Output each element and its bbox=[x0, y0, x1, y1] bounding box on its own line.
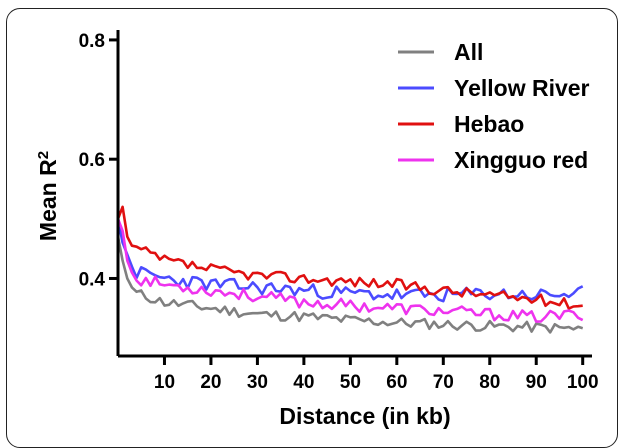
y-axis-title-main: Mean R bbox=[35, 159, 61, 241]
legend-label: Xingguo red bbox=[454, 147, 588, 173]
y-axis-title-superscript: 2 bbox=[35, 151, 52, 159]
x-tick-label: 50 bbox=[340, 372, 361, 393]
legend-label: Hebao bbox=[454, 111, 524, 137]
x-tick-label: 30 bbox=[247, 372, 268, 393]
x-tick-label: 60 bbox=[386, 372, 407, 393]
series-line-hebao bbox=[116, 205, 583, 310]
legend: All Yellow River Hebao Xingguo red bbox=[398, 39, 590, 173]
y-tick-label: 0.8 bbox=[79, 31, 105, 52]
legend-label: Yellow River bbox=[454, 75, 590, 101]
x-axis-title: Distance (in kb) bbox=[279, 403, 450, 429]
ld-decay-chart: 0.4 0.6 0.8 10 20 30 40 50 60 70 80 90 100 Distance … bbox=[35, 30, 599, 429]
x-tick-label: 40 bbox=[293, 372, 314, 393]
x-tick-label: 10 bbox=[154, 372, 175, 393]
x-tick-label: 90 bbox=[526, 372, 547, 393]
series-layer bbox=[116, 205, 584, 334]
y-tick-label: 0.6 bbox=[79, 150, 105, 171]
legend-label: All bbox=[454, 39, 483, 65]
ticks-layer: 0.4 0.6 0.8 10 20 30 40 50 60 70 80 90 100 bbox=[79, 31, 599, 393]
x-tick-label: 20 bbox=[200, 372, 221, 393]
x-tick-label: 100 bbox=[567, 372, 599, 393]
x-tick-label: 70 bbox=[433, 372, 454, 393]
x-tick-label: 80 bbox=[479, 372, 500, 393]
series-line-all bbox=[116, 236, 584, 334]
y-tick-label: 0.4 bbox=[79, 269, 106, 290]
series-line-xingguo-red bbox=[116, 218, 584, 323]
y-axis-title: Mean R2 bbox=[35, 151, 62, 241]
